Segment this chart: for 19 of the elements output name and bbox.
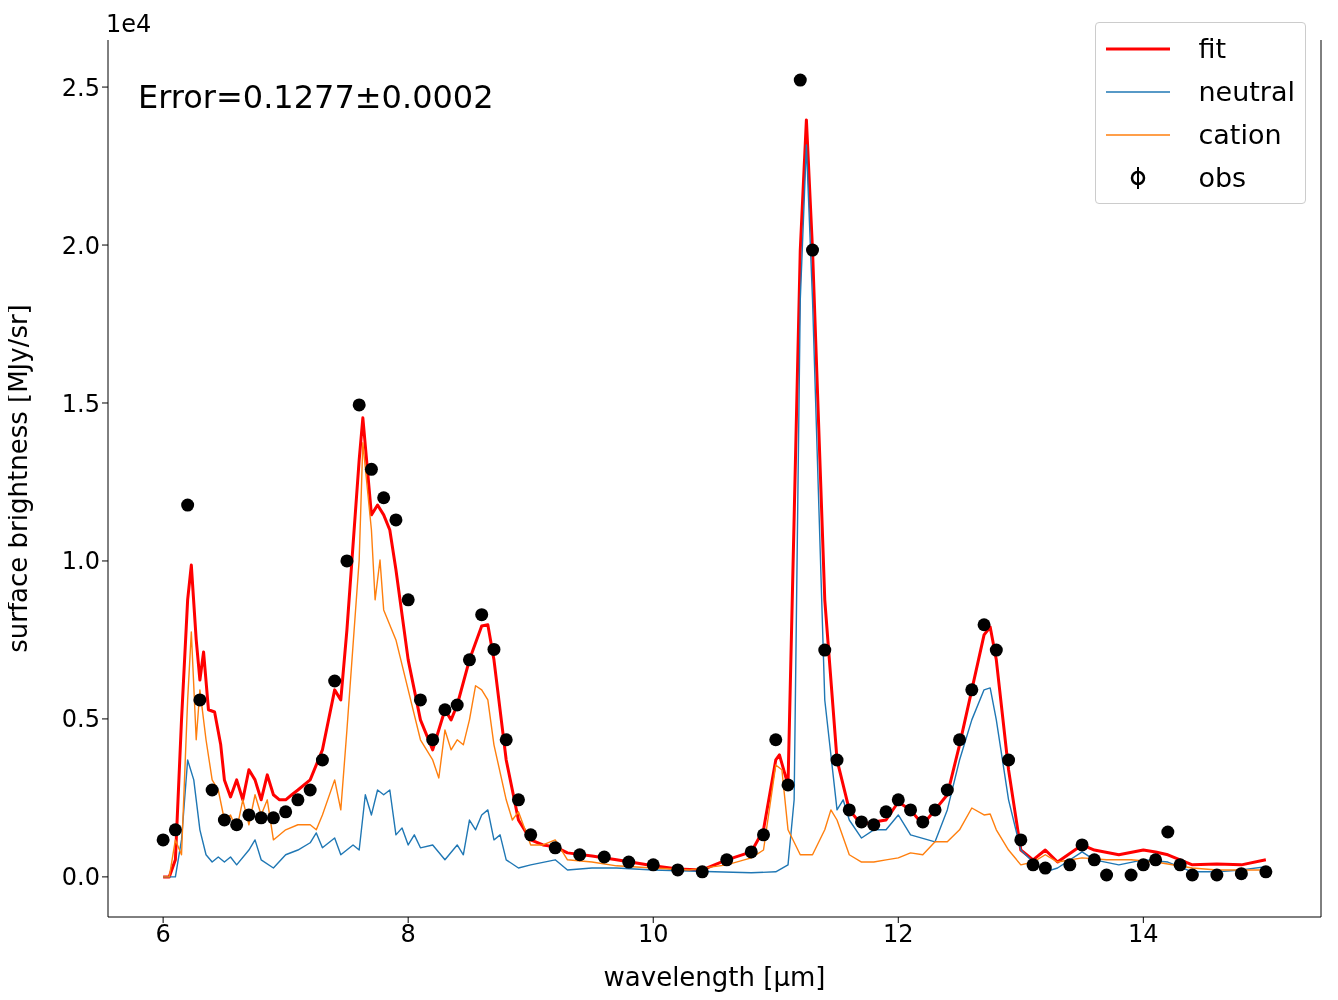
x-tick-label: 12 [883, 920, 914, 949]
x-tick-label: 14 [1128, 920, 1159, 949]
y-tick-label: 1.0 [61, 547, 100, 576]
x-tick-label: 6 [155, 920, 171, 949]
y-tick-label: 1.5 [61, 389, 100, 418]
text: 1e4 [106, 10, 152, 38]
y-axis-title: surface brightness [MJy/sr] [3, 304, 34, 653]
x-axis-title: wavelength [μm] [603, 962, 826, 992]
legend-label: obs [1198, 162, 1247, 193]
y-tick-label: 0.0 [61, 863, 100, 892]
y-tick-label: 2.5 [61, 73, 100, 102]
legend-label: cation [1198, 119, 1282, 150]
x-tick-label: 10 [637, 920, 669, 949]
legend-label: fit [1198, 33, 1227, 64]
annotation: Error=0.1277±0.0002 [138, 78, 494, 116]
legend-label: neutral [1198, 76, 1295, 107]
x-tick-label: 8 [400, 920, 416, 949]
y-tick-label: 0.5 [61, 705, 100, 734]
y-tick-label: 2.0 [61, 231, 100, 260]
